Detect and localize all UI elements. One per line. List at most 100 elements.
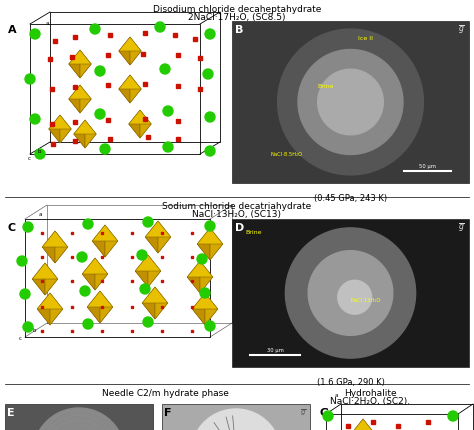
Circle shape xyxy=(100,144,110,155)
Polygon shape xyxy=(42,231,68,247)
Polygon shape xyxy=(69,65,91,79)
Polygon shape xyxy=(95,258,108,290)
Polygon shape xyxy=(42,247,68,264)
Circle shape xyxy=(155,23,165,33)
Text: NaCl·13H₂O, (SC13): NaCl·13H₂O, (SC13) xyxy=(192,209,282,218)
Circle shape xyxy=(30,30,40,40)
Text: b: b xyxy=(38,149,42,154)
Polygon shape xyxy=(119,90,141,104)
Polygon shape xyxy=(69,51,91,65)
Polygon shape xyxy=(197,244,223,261)
Circle shape xyxy=(203,70,213,80)
Text: NaCl·2H₂O, (SC2).: NaCl·2H₂O, (SC2). xyxy=(330,396,410,405)
Polygon shape xyxy=(33,408,125,430)
Text: 30 μm: 30 μm xyxy=(266,347,283,352)
Circle shape xyxy=(17,256,27,266)
Polygon shape xyxy=(200,261,213,293)
Text: Brine: Brine xyxy=(317,84,334,89)
Polygon shape xyxy=(210,228,223,261)
Text: G: G xyxy=(320,407,329,417)
Circle shape xyxy=(143,218,153,227)
Polygon shape xyxy=(69,100,91,114)
Polygon shape xyxy=(32,280,58,295)
Polygon shape xyxy=(85,121,96,149)
Polygon shape xyxy=(155,287,168,319)
Polygon shape xyxy=(130,76,141,104)
Bar xyxy=(232,219,469,367)
Text: a: a xyxy=(39,212,43,216)
Polygon shape xyxy=(80,86,91,114)
Polygon shape xyxy=(135,255,161,271)
Polygon shape xyxy=(105,225,118,258)
Circle shape xyxy=(35,150,45,160)
Polygon shape xyxy=(135,255,148,287)
Circle shape xyxy=(80,286,90,296)
Circle shape xyxy=(83,219,93,230)
Circle shape xyxy=(77,252,87,262)
Polygon shape xyxy=(119,76,141,90)
Polygon shape xyxy=(142,287,155,319)
Polygon shape xyxy=(129,111,140,139)
Bar xyxy=(5,404,153,430)
Polygon shape xyxy=(92,225,105,258)
Polygon shape xyxy=(119,52,141,66)
Polygon shape xyxy=(298,50,403,155)
Polygon shape xyxy=(37,293,63,309)
Polygon shape xyxy=(87,291,100,323)
Circle shape xyxy=(25,75,35,85)
Circle shape xyxy=(205,30,215,40)
Polygon shape xyxy=(318,70,383,135)
Polygon shape xyxy=(192,309,218,325)
Polygon shape xyxy=(80,51,91,79)
Circle shape xyxy=(90,25,100,35)
Circle shape xyxy=(205,147,215,157)
Circle shape xyxy=(205,321,215,331)
Circle shape xyxy=(83,319,93,329)
Circle shape xyxy=(30,115,40,125)
Polygon shape xyxy=(191,409,281,430)
Circle shape xyxy=(205,221,215,231)
Text: D: D xyxy=(235,222,244,233)
Polygon shape xyxy=(37,293,50,325)
Polygon shape xyxy=(119,38,141,52)
Polygon shape xyxy=(142,287,168,303)
Text: (0.45 GPa, 243 K): (0.45 GPa, 243 K) xyxy=(314,194,387,203)
Polygon shape xyxy=(74,121,96,135)
Polygon shape xyxy=(69,51,80,79)
Text: 50 μm: 50 μm xyxy=(419,164,436,169)
Polygon shape xyxy=(187,277,213,293)
Text: a: a xyxy=(335,392,338,397)
Circle shape xyxy=(160,65,170,75)
Text: Brine: Brine xyxy=(246,230,262,234)
Polygon shape xyxy=(87,291,113,307)
Polygon shape xyxy=(87,307,113,323)
Polygon shape xyxy=(69,86,80,114)
Text: b: b xyxy=(33,327,36,332)
Polygon shape xyxy=(308,251,393,335)
Text: Ice II: Ice II xyxy=(358,36,373,41)
Polygon shape xyxy=(32,264,58,280)
Polygon shape xyxy=(74,121,85,149)
Bar xyxy=(5,22,220,177)
Polygon shape xyxy=(142,303,168,319)
Polygon shape xyxy=(49,116,71,130)
Polygon shape xyxy=(55,231,68,264)
Circle shape xyxy=(95,67,105,77)
Polygon shape xyxy=(129,111,151,125)
Polygon shape xyxy=(278,30,423,175)
Polygon shape xyxy=(119,38,130,66)
Text: E: E xyxy=(7,407,15,417)
Polygon shape xyxy=(363,419,379,430)
Polygon shape xyxy=(145,221,158,253)
Text: a: a xyxy=(46,21,49,26)
Polygon shape xyxy=(197,228,210,261)
Text: C: C xyxy=(8,222,16,233)
Polygon shape xyxy=(92,241,118,258)
Polygon shape xyxy=(49,116,60,144)
Circle shape xyxy=(323,411,333,421)
Polygon shape xyxy=(145,221,171,237)
Polygon shape xyxy=(338,281,372,314)
Circle shape xyxy=(140,284,150,294)
Text: (1.6 GPa, 290 K): (1.6 GPa, 290 K) xyxy=(317,377,384,386)
Circle shape xyxy=(448,411,458,421)
